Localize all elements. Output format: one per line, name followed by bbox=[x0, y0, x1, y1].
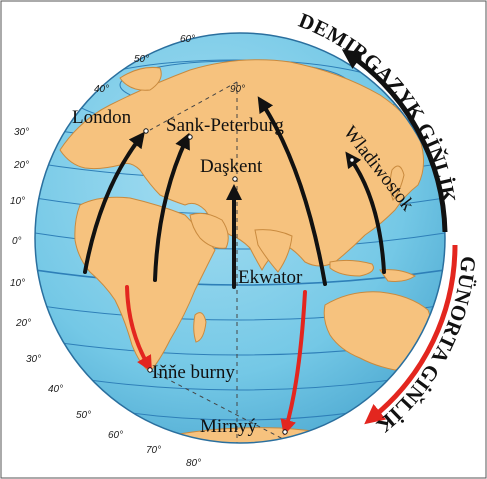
lat-n30: 30° bbox=[14, 127, 29, 138]
lat-s70: 70° bbox=[146, 445, 161, 456]
lat-n20: 20° bbox=[13, 160, 29, 171]
lat-s60: 60° bbox=[108, 430, 123, 441]
north-arrows bbox=[83, 96, 386, 289]
lat-n40: 40° bbox=[94, 84, 109, 95]
arrow-wladiwostok bbox=[345, 151, 386, 274]
south-dashed bbox=[149, 369, 286, 441]
dot-london bbox=[143, 128, 149, 134]
label-ekwator: Ekwator bbox=[238, 267, 303, 288]
arrow-mirnyy bbox=[280, 290, 307, 436]
lat-n60: 60° bbox=[180, 34, 195, 45]
lat-n50: 50° bbox=[134, 54, 149, 65]
lat-s10: 10° bbox=[10, 278, 25, 289]
label-mirnyy: Mirnyý bbox=[200, 416, 258, 437]
lat-s20: 20° bbox=[15, 318, 31, 329]
dot-wladiwostok bbox=[349, 157, 355, 163]
arrow-ekwator bbox=[257, 96, 327, 286]
globe-outline bbox=[34, 32, 446, 444]
dot-sank-peterburg bbox=[187, 134, 193, 140]
lat-s50: 50° bbox=[76, 410, 91, 421]
lat-n10: 10° bbox=[10, 196, 25, 207]
south-arrows bbox=[125, 285, 307, 436]
city-dots bbox=[143, 128, 355, 435]
lat-pole: 90° bbox=[230, 84, 245, 95]
label-london: London bbox=[72, 107, 132, 128]
north-big-arrow bbox=[341, 49, 448, 233]
north-dashed bbox=[149, 81, 238, 131]
arrow-london bbox=[83, 131, 145, 274]
dot-mirnyy bbox=[282, 429, 288, 435]
label-inne-burny: Iňňe burny bbox=[152, 362, 235, 383]
lat-s30: 30° bbox=[26, 354, 41, 365]
label-daskent: Daşkent bbox=[200, 156, 263, 177]
lat-s80: 80° bbox=[186, 458, 201, 469]
lat-0: 0° bbox=[12, 236, 22, 247]
dot-daskent bbox=[232, 176, 238, 182]
arrow-inne-burny bbox=[125, 285, 152, 372]
dot-inne-burny bbox=[147, 367, 153, 373]
arrow-sank-peterburg bbox=[153, 132, 190, 282]
south-big-arrow bbox=[364, 244, 458, 425]
label-sank-peterburg: Sank-Peterburg bbox=[166, 115, 284, 136]
latitude-labels: 30° 20° 10° 0° 10° 20° 30° 40° 50° 60° 7… bbox=[10, 34, 245, 469]
lat-s40: 40° bbox=[48, 384, 63, 395]
